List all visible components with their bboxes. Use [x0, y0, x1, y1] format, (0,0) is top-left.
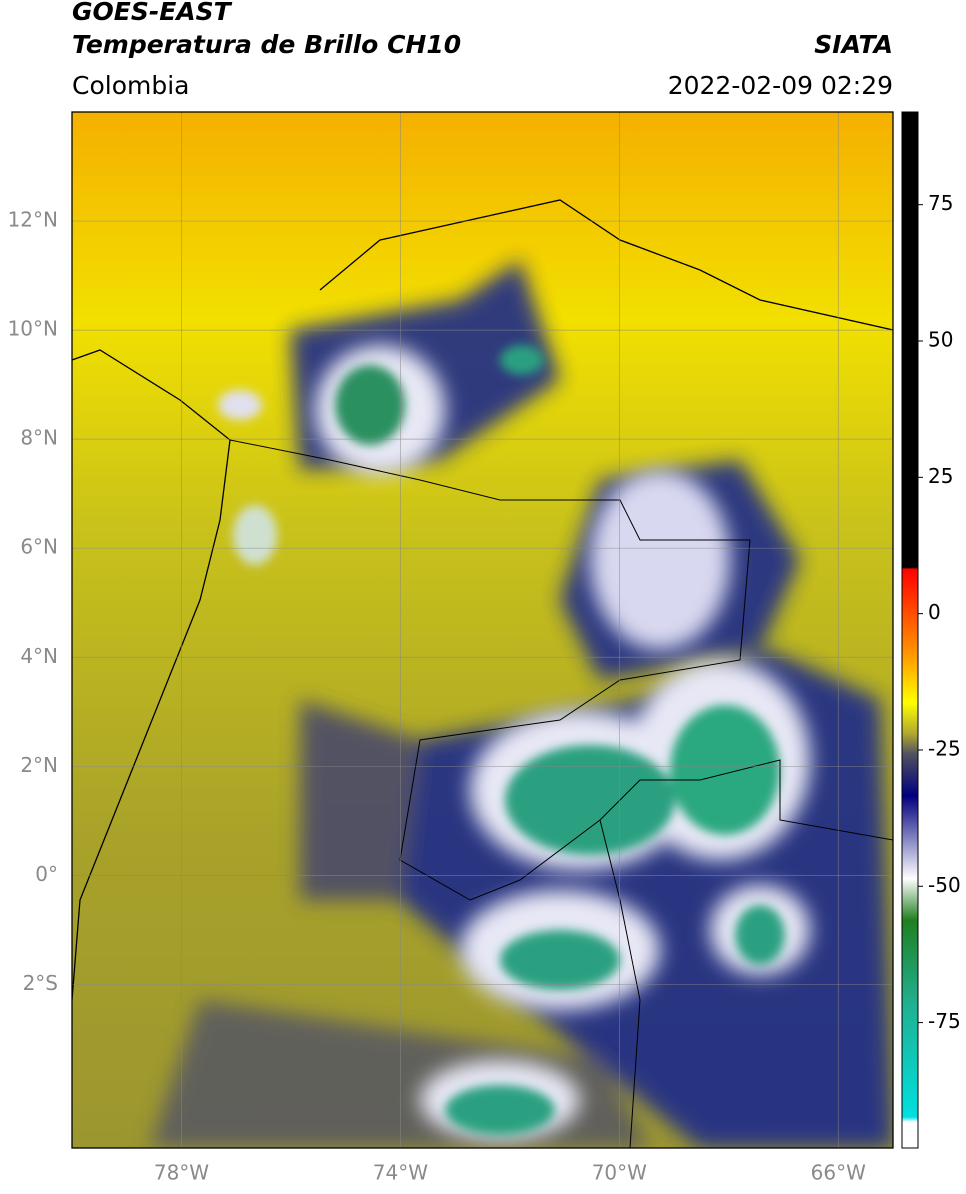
satellite-image	[72, 112, 893, 1148]
y-tick-label: 2°S	[23, 971, 58, 995]
colorbar-tick-label: 75	[928, 191, 953, 215]
x-tick-label: 66°W	[811, 1161, 866, 1185]
x-tick-label: 74°W	[373, 1161, 428, 1185]
x-tick-label: 78°W	[154, 1161, 209, 1185]
datetime: 2022-02-09 02:29	[668, 71, 893, 100]
region: Colombia	[72, 71, 189, 100]
y-tick-label: 0°	[35, 862, 58, 886]
colorbar-tick-label: -50	[928, 873, 961, 897]
y-tick-label: 12°N	[8, 208, 58, 232]
colorbar-tick-label: -25	[928, 736, 961, 760]
y-tick-label: 2°N	[20, 753, 58, 777]
colorbar	[901, 111, 919, 1149]
colorbar-tick-label: -75	[928, 1009, 961, 1033]
y-tick-label: 10°N	[8, 317, 58, 341]
map-frame	[71, 111, 894, 1149]
colorbar-tick-label: 50	[928, 328, 953, 352]
subtitle: Temperatura de Brillo CH10	[72, 30, 461, 59]
source: SIATA	[814, 30, 893, 59]
colorbar-tick-label: 25	[928, 464, 953, 488]
title: GOES-EAST	[72, 0, 233, 26]
x-tick-label: 70°W	[592, 1161, 647, 1185]
graticule	[72, 112, 893, 1148]
y-tick-label: 8°N	[20, 426, 58, 450]
y-tick-label: 4°N	[20, 644, 58, 668]
colorbar-tick-label: 0	[928, 600, 941, 624]
y-tick-label: 6°N	[20, 535, 58, 559]
